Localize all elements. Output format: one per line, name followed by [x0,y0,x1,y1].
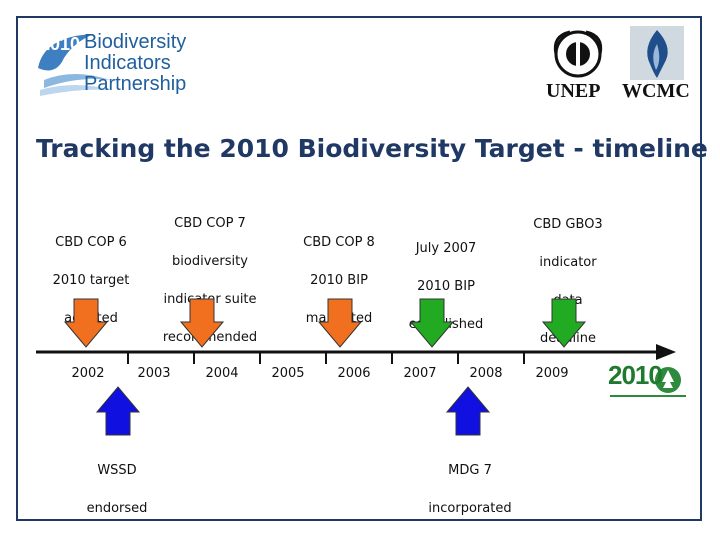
year-label: 2004 [205,366,239,381]
bip-logo-name: Biodiversity Indicators Partnership [84,31,187,95]
arrow-down-cop8-icon [318,298,362,348]
timeline-arrowhead-icon [656,344,676,360]
wcmc-logo-text: WCMC [622,80,690,102]
year-label: 2007 [403,366,437,381]
timeline-axis [36,344,676,364]
arrow-down-cop6-icon [64,298,108,348]
arrow-up-wssd-icon [96,386,140,436]
wcmc-flame-icon [630,26,684,80]
bip-swoosh-icon [38,34,112,96]
year-label: 2002 [71,366,105,381]
unep-emblem-icon [553,30,603,78]
year-label: 2009 [535,366,569,381]
event-label-wssd: WSSD endorsed [86,463,148,516]
year-label: 2005 [271,366,305,381]
slide-frame [16,16,702,521]
year-label: 2003 [137,366,171,381]
year-label: 2006 [337,366,371,381]
unep-logo-text: UNEP [546,80,601,102]
2010-target-logo-icon [610,367,686,397]
bip-logo-year: 2010 [40,34,81,54]
arrow-down-cop7-icon [180,298,224,348]
year-label: 2008 [469,366,503,381]
slide-title: Tracking the 2010 Biodiversity Target - … [36,134,708,163]
arrow-down-bip-icon [410,298,454,348]
event-label-mdg7: MDG 7 incorporated [428,463,512,516]
arrow-up-mdg7-icon [446,386,490,436]
arrow-down-gbo3-icon [542,298,586,348]
event-label-cop8: CBD COP 8 2010 BIP mandated [303,235,375,326]
2010-target-logo-text: 2010 [608,360,663,390]
